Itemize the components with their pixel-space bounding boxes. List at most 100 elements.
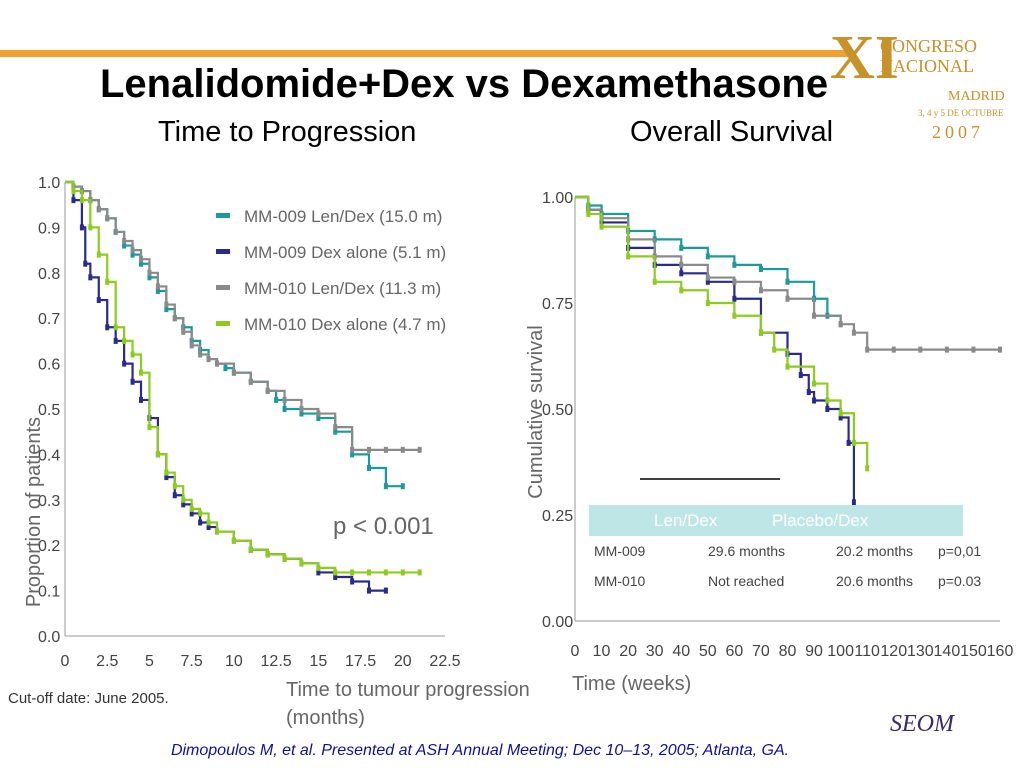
censor-mark bbox=[316, 415, 321, 422]
censor-mark bbox=[400, 446, 405, 453]
censor-mark bbox=[350, 578, 355, 585]
censor-mark bbox=[139, 256, 143, 263]
subtitle-overall-survival: Overall Survival bbox=[630, 116, 834, 148]
censor-mark bbox=[113, 324, 118, 331]
y-tick-label: 0.6 bbox=[38, 357, 60, 374]
censor-mark bbox=[333, 424, 338, 431]
congress-logo: XI CONGRESO NACIONAL MADRID 3, 4 y 5 DE … bbox=[830, 24, 1005, 142]
censor-mark bbox=[139, 260, 143, 267]
logo-line3: MADRID bbox=[948, 89, 1005, 104]
censor-mark bbox=[231, 369, 236, 376]
y-tick-label: 0.4 bbox=[38, 447, 60, 464]
censor-mark bbox=[705, 253, 710, 260]
censor-mark bbox=[417, 569, 422, 576]
censor-mark bbox=[383, 587, 388, 594]
table-cell-placebo-dex: 20.6 months bbox=[836, 573, 913, 589]
censor-mark bbox=[181, 496, 186, 503]
censor-mark bbox=[189, 342, 194, 349]
series-line-1 bbox=[575, 195, 856, 503]
censor-mark bbox=[785, 295, 790, 302]
censor-mark bbox=[732, 278, 737, 285]
censor-mark bbox=[181, 328, 186, 335]
censor-mark bbox=[96, 297, 101, 304]
legend-label-2: MM-010 Len/Dex (11.3 m) bbox=[244, 279, 441, 298]
censor-mark bbox=[164, 469, 169, 476]
logo-roman: XI bbox=[830, 24, 899, 92]
censor-mark bbox=[838, 414, 843, 421]
x-tick-label: 0 bbox=[571, 643, 580, 660]
x-tick-label: 20 bbox=[394, 653, 412, 670]
censor-mark bbox=[812, 380, 817, 387]
censor-mark bbox=[139, 396, 143, 403]
subtitle-time-to-progression: Time to Progression bbox=[158, 116, 417, 148]
censor-mark bbox=[155, 451, 160, 458]
table-cell-p-value: p=0.03 bbox=[938, 573, 981, 589]
censor-mark bbox=[705, 278, 710, 285]
censor-mark bbox=[918, 346, 923, 353]
censor-mark bbox=[113, 337, 118, 344]
censor-mark bbox=[851, 439, 856, 446]
x-tick-label: 60 bbox=[725, 643, 743, 660]
censor-mark bbox=[367, 446, 371, 453]
legend-label-0: MM-009 Len/Dex (15.0 m) bbox=[244, 207, 442, 226]
x-axis-label-line1: Time to tumour progression bbox=[286, 679, 530, 701]
censor-mark bbox=[79, 197, 84, 204]
censor-mark bbox=[825, 406, 830, 412]
censor-mark bbox=[846, 439, 851, 446]
censor-mark bbox=[105, 215, 110, 222]
censor-mark bbox=[206, 519, 211, 526]
censor-mark bbox=[652, 278, 657, 285]
censor-mark bbox=[705, 300, 710, 306]
cutoff-note: Cut-off date: June 2005. bbox=[8, 690, 169, 707]
censor-mark bbox=[274, 396, 279, 403]
censor-mark bbox=[265, 387, 270, 394]
censor-mark bbox=[122, 238, 127, 245]
x-tick-label: 50 bbox=[699, 643, 717, 660]
censor-mark bbox=[198, 519, 203, 526]
table-cell-placebo-dex: 20.2 months bbox=[836, 543, 913, 559]
censor-mark bbox=[772, 346, 777, 353]
censor-mark bbox=[206, 524, 211, 531]
censor-mark bbox=[586, 210, 591, 217]
table-header-band bbox=[589, 505, 963, 536]
legend-swatch-1 bbox=[216, 249, 230, 254]
censor-mark bbox=[865, 346, 870, 353]
table-cell-p-value: p=0,01 bbox=[938, 543, 981, 559]
censor-mark bbox=[806, 389, 811, 396]
x-tick-label: 30 bbox=[646, 643, 664, 660]
x-tick-label: 10 bbox=[225, 653, 243, 670]
censor-mark bbox=[155, 287, 160, 294]
censor-mark bbox=[88, 274, 93, 281]
citation: Dimopoulos M, et al. Presented at ASH An… bbox=[170, 742, 790, 759]
censor-mark bbox=[130, 351, 135, 358]
seom-logo-text: SEOM bbox=[890, 711, 956, 737]
legend-swatch-3 bbox=[216, 321, 230, 326]
censor-mark bbox=[172, 483, 177, 490]
x-tick-label: 80 bbox=[779, 643, 797, 660]
y-tick-label: 1.00 bbox=[542, 190, 573, 207]
logo-line2: NACIONAL bbox=[880, 56, 974, 76]
censor-mark bbox=[130, 251, 135, 258]
x-tick-label: 120 bbox=[880, 643, 907, 660]
censor-mark bbox=[282, 406, 287, 412]
x-tick-label: 70 bbox=[752, 643, 770, 660]
censor-mark bbox=[223, 365, 228, 372]
censor-mark bbox=[147, 274, 152, 281]
slide-title: Lenalidomide+Dex vs Dexamethasone bbox=[100, 62, 829, 106]
censor-mark bbox=[71, 188, 76, 195]
censor-mark bbox=[679, 261, 684, 268]
censor-mark bbox=[198, 510, 203, 517]
censor-mark bbox=[189, 510, 194, 517]
censor-mark bbox=[971, 346, 976, 353]
censor-mark bbox=[732, 312, 737, 319]
censor-mark bbox=[705, 274, 710, 281]
y-tick-label: 0.0 bbox=[38, 629, 60, 646]
censor-mark bbox=[998, 346, 1002, 353]
x-axis-label: Time (weeks) bbox=[572, 673, 691, 695]
y-tick-label: 0.3 bbox=[38, 493, 60, 510]
y-tick-label: 0.7 bbox=[38, 311, 60, 328]
x-tick-label: 150 bbox=[960, 643, 987, 660]
censor-mark bbox=[215, 528, 219, 535]
censor-mark bbox=[130, 247, 135, 254]
